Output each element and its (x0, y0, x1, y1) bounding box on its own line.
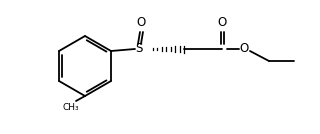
Text: CH₃: CH₃ (63, 103, 79, 113)
Text: O: O (239, 42, 249, 55)
Text: S: S (135, 42, 143, 55)
Text: O: O (217, 16, 227, 29)
Text: O: O (136, 16, 146, 29)
